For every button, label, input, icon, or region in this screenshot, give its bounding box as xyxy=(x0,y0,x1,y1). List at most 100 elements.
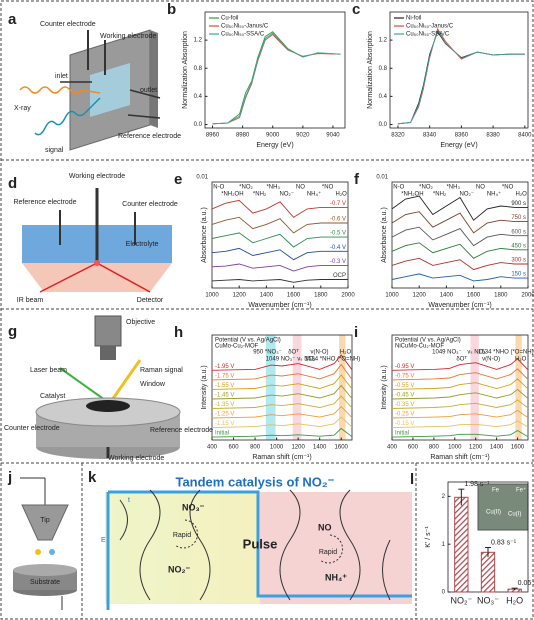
x-tick-label: 8400 xyxy=(518,133,532,139)
series-line xyxy=(391,388,529,400)
peak-annotation: *NH₂ xyxy=(253,192,267,198)
series-line xyxy=(391,273,528,282)
x-tick-label: 1800 xyxy=(314,293,328,299)
bar xyxy=(480,551,496,593)
x-tick-label: 1400 xyxy=(260,293,274,299)
y-axis-label: Absorbance (a.u.) xyxy=(201,207,208,263)
x-tick-label: 8380 xyxy=(486,133,500,139)
label: Working electrode xyxy=(100,33,156,40)
peak-annotation: H₂O xyxy=(516,192,528,198)
peak-annotation: *NO xyxy=(322,185,334,191)
panel-label: f xyxy=(354,171,360,188)
peak-annotation: NO xyxy=(296,185,305,191)
species xyxy=(49,549,55,555)
inset-label: Fe xyxy=(492,488,500,494)
x-ray-beam xyxy=(19,86,101,94)
band xyxy=(515,335,522,440)
series-label: -1.15 V xyxy=(215,421,234,427)
series-line xyxy=(391,409,529,419)
series-label: -0.75 V xyxy=(395,373,414,379)
x-tick-label: 1000 xyxy=(270,445,284,451)
x-tick-label: 1000 xyxy=(448,445,462,451)
series-line xyxy=(391,429,529,438)
panel-label: c xyxy=(352,1,360,18)
peak-annotation: NO₂⁻ xyxy=(460,192,475,198)
series-line xyxy=(212,32,341,125)
x-tick-label: 8960 xyxy=(206,133,220,139)
series-label: -0.45 V xyxy=(395,393,414,399)
y-tick-label: 1 xyxy=(442,542,446,548)
x-tick-label: 1600 xyxy=(467,293,481,299)
series-line xyxy=(391,368,529,381)
label: Counter electrode xyxy=(40,21,96,28)
peak-annotation: νₛ NO₂ xyxy=(467,350,486,356)
peak-annotation: NH₄⁺ xyxy=(487,191,501,198)
x-tick-label: 2000 xyxy=(341,293,355,299)
x-axis-label: Energy (eV) xyxy=(440,142,477,149)
plot-frame xyxy=(204,11,346,129)
panel-j: j Tip Substrate xyxy=(7,469,77,610)
legend-label: Cu₅₀Ni₅₀-SSA/C xyxy=(406,32,450,38)
series-line xyxy=(391,257,528,271)
plot-frame xyxy=(211,334,353,441)
label: Counter electrode xyxy=(122,201,178,208)
label: Reference electrode xyxy=(13,199,76,206)
y-tick-label: 1.2 xyxy=(194,38,203,44)
objective-tip xyxy=(100,346,116,360)
peak-annotation: *NO xyxy=(502,185,514,191)
series-label: 600 s xyxy=(511,229,526,235)
x-tick-label: 800 xyxy=(250,445,261,451)
series-line xyxy=(211,232,348,248)
series-line xyxy=(211,427,353,438)
peak-annotation: N-O xyxy=(213,185,224,191)
label: inlet xyxy=(55,73,68,80)
panel-label: l xyxy=(410,471,414,488)
note: Potential (V vs. Ag/AgCl) xyxy=(395,338,461,344)
series-label: Initial xyxy=(215,431,229,437)
series-line xyxy=(211,247,348,261)
series-label: -1.95 V xyxy=(215,364,234,370)
value-label: 0.83 s⁻¹ xyxy=(491,539,517,546)
series-label: 450 s xyxy=(511,243,526,249)
peak-annotation: H₂O xyxy=(336,192,348,198)
x-tick-label: 1400 xyxy=(313,445,327,451)
series-line xyxy=(211,395,353,409)
window xyxy=(90,63,130,117)
spot xyxy=(94,260,100,266)
series-line xyxy=(212,31,341,125)
x-tick-label: NO₃⁻ xyxy=(477,595,499,605)
bg-left xyxy=(105,492,260,604)
band xyxy=(470,335,479,440)
value-label: 0.06 s⁻¹ xyxy=(518,580,534,587)
series-label: -0.55 V xyxy=(395,383,414,389)
series-line xyxy=(391,195,528,221)
series-label: -0.6 V xyxy=(330,217,346,223)
label: Laser beam xyxy=(30,367,67,374)
x-tick-label: NO₂⁻ xyxy=(450,595,472,605)
series-line xyxy=(212,33,341,125)
series-label: -0.7 V xyxy=(330,201,346,207)
band xyxy=(292,335,302,440)
x-axis-label: Wavenumber (cm⁻¹) xyxy=(428,302,491,309)
series-label: 300 s xyxy=(511,258,526,264)
x-tick-label: H₂O xyxy=(506,595,523,605)
cell-side xyxy=(150,30,158,128)
chain xyxy=(279,489,391,601)
y-axis-label: Intensity (a.u.) xyxy=(201,365,208,409)
series-line xyxy=(211,384,353,400)
scale-label: 0.01 xyxy=(196,175,208,181)
x-tick-label: 1400 xyxy=(490,445,504,451)
signal-beam xyxy=(34,97,101,136)
y-tick-label: 0.8 xyxy=(379,66,388,72)
panel-title: Tandem catalysis of NO₂⁻ xyxy=(175,474,334,489)
x-tick-label: 1200 xyxy=(291,445,305,451)
label: NH₄⁺ xyxy=(325,572,347,582)
legend-label: Cu-foil xyxy=(221,16,238,22)
label: Electrolyte xyxy=(126,241,159,248)
y-tick-label: 1.2 xyxy=(379,38,388,44)
label: Raman signal xyxy=(140,367,183,374)
y-tick-label: 0.8 xyxy=(194,66,203,72)
label: signal xyxy=(45,147,64,154)
x-tick-label: 9020 xyxy=(296,133,310,139)
peak-annotation: *NH₂OH xyxy=(221,192,243,198)
